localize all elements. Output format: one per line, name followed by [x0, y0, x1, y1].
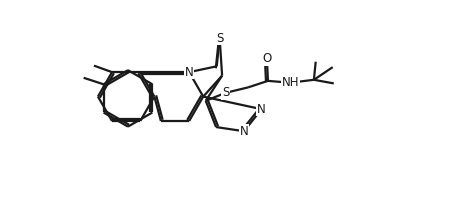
Text: N: N: [257, 103, 266, 116]
Text: O: O: [262, 52, 271, 65]
Text: NH: NH: [282, 76, 299, 89]
Text: S: S: [216, 32, 223, 45]
Text: N: N: [240, 125, 248, 138]
Text: S: S: [222, 86, 229, 99]
Text: N: N: [185, 66, 194, 79]
